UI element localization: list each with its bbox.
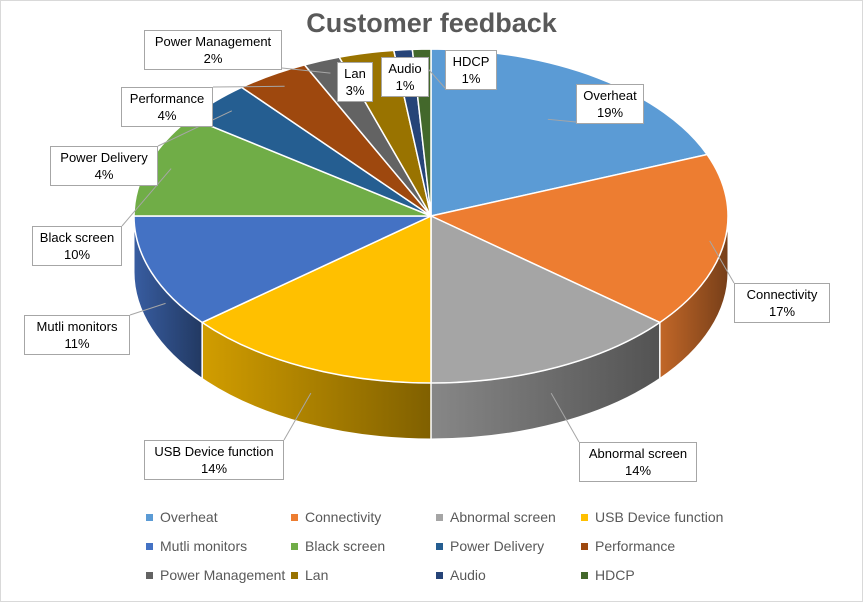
legend-item-audio: Audio (436, 565, 581, 585)
data-label-category: Performance (129, 91, 205, 106)
legend-swatch (291, 542, 298, 550)
data-label-category: Lan (344, 66, 366, 81)
data-label-category: Audio (388, 61, 422, 76)
legend-item-mutli-monitors: Mutli monitors (146, 536, 291, 556)
legend-item-lan: Lan (291, 565, 436, 585)
legend-label: Connectivity (305, 509, 382, 525)
legend-swatch (581, 513, 588, 521)
data-label-performance: Performance 4% (121, 87, 213, 127)
data-label-percent: 1% (395, 78, 415, 93)
data-label-overheat: Overheat 19% (576, 84, 644, 124)
legend: Overheat Connectivity Abnormal screen USB D… (146, 507, 826, 585)
legend-swatch (581, 571, 588, 579)
data-label-mutli-monitors: Mutli monitors 11% (24, 315, 130, 355)
legend-item-connectivity: Connectivity (291, 507, 436, 527)
legend-item-abnormal-screen: Abnormal screen (436, 507, 581, 527)
pie-slice-abnormal-screen (430, 215, 661, 384)
legend-label: Abnormal screen (450, 509, 556, 525)
legend-label: Performance (595, 538, 676, 554)
data-label-category: Black screen (39, 230, 115, 245)
data-label-percent: 14% (200, 461, 228, 476)
pie-side-walls (133, 215, 729, 440)
legend-swatch (146, 513, 153, 521)
data-label-audio: Audio 1% (381, 57, 429, 97)
leader-line (121, 168, 172, 227)
data-label-category: Power Management (154, 34, 272, 49)
data-label-percent: 4% (94, 167, 114, 182)
legend-swatch (291, 513, 298, 521)
legend-item-power-delivery: Power Delivery (436, 536, 581, 556)
legend-item-performance: Performance (581, 536, 771, 556)
data-label-percent: 2% (203, 51, 223, 66)
leader-lines (121, 62, 735, 443)
data-label-lan: Lan 3% (337, 62, 373, 102)
legend-item-power-management: Power Management (146, 565, 291, 585)
pie-slice-connectivity (430, 153, 729, 324)
legend-label: Power Delivery (450, 538, 545, 554)
legend-item-hdcp: HDCP (581, 565, 771, 585)
leader-line (547, 118, 577, 123)
data-label-black-screen: Black screen 10% (32, 226, 122, 266)
data-label-usb-device-function: USB Device function 14% (144, 440, 284, 480)
legend-swatch (291, 571, 298, 579)
legend-item-black-screen: Black screen (291, 536, 436, 556)
legend-swatch (581, 542, 588, 550)
data-label-percent: 14% (624, 463, 652, 478)
legend-label: USB Device function (595, 509, 724, 525)
chart-title: Customer feedback (306, 8, 557, 38)
legend-label: Black screen (305, 538, 386, 554)
data-label-percent: 17% (768, 304, 796, 319)
legend-swatch (436, 513, 443, 521)
legend-item-overheat: Overheat (146, 507, 291, 527)
data-label-percent: 19% (596, 105, 624, 120)
leader-line (157, 110, 233, 147)
data-label-percent: 3% (345, 83, 365, 98)
leader-line (550, 392, 580, 443)
data-label-category: Abnormal screen (588, 446, 688, 461)
pie-slice-usb-device-function (201, 215, 432, 384)
legend-item-usb-device-function: USB Device function (581, 507, 771, 527)
legend-label: Overheat (160, 509, 218, 525)
legend-swatch (146, 571, 153, 579)
legend-swatch (146, 542, 153, 550)
data-label-percent: 11% (64, 336, 90, 351)
data-label-category: Mutli monitors (36, 319, 118, 334)
data-label-category: Overheat (583, 88, 637, 103)
data-label-percent: 4% (157, 108, 177, 123)
legend-label: Lan (305, 567, 329, 583)
data-label-percent: 1% (461, 71, 481, 86)
leader-line (212, 85, 285, 88)
legend-swatch (436, 571, 443, 579)
leader-line (129, 302, 166, 316)
data-label-category: USB Device function (154, 444, 274, 459)
data-label-hdcp: HDCP 1% (445, 50, 497, 90)
pie-slice-mutli-monitors (133, 215, 432, 324)
data-label-power-management: Power Management 2% (144, 30, 282, 70)
legend-label: Audio (450, 567, 486, 583)
leader-line (281, 67, 331, 74)
data-label-connectivity: Connectivity 17% (734, 283, 830, 323)
legend-label: Power Management (160, 567, 286, 583)
legend-label: Mutli monitors (160, 538, 248, 554)
leader-line (283, 392, 312, 441)
data-label-power-delivery: Power Delivery 4% (50, 146, 158, 186)
data-label-category: Power Delivery (60, 150, 148, 165)
legend-swatch (436, 542, 443, 550)
data-label-category: HDCP (452, 54, 490, 69)
legend-label: HDCP (595, 567, 635, 583)
data-label-percent: 10% (63, 247, 91, 262)
leader-line (709, 240, 735, 284)
data-label-abnormal-screen: Abnormal screen 14% (579, 442, 697, 482)
data-label-category: Connectivity (746, 287, 818, 302)
